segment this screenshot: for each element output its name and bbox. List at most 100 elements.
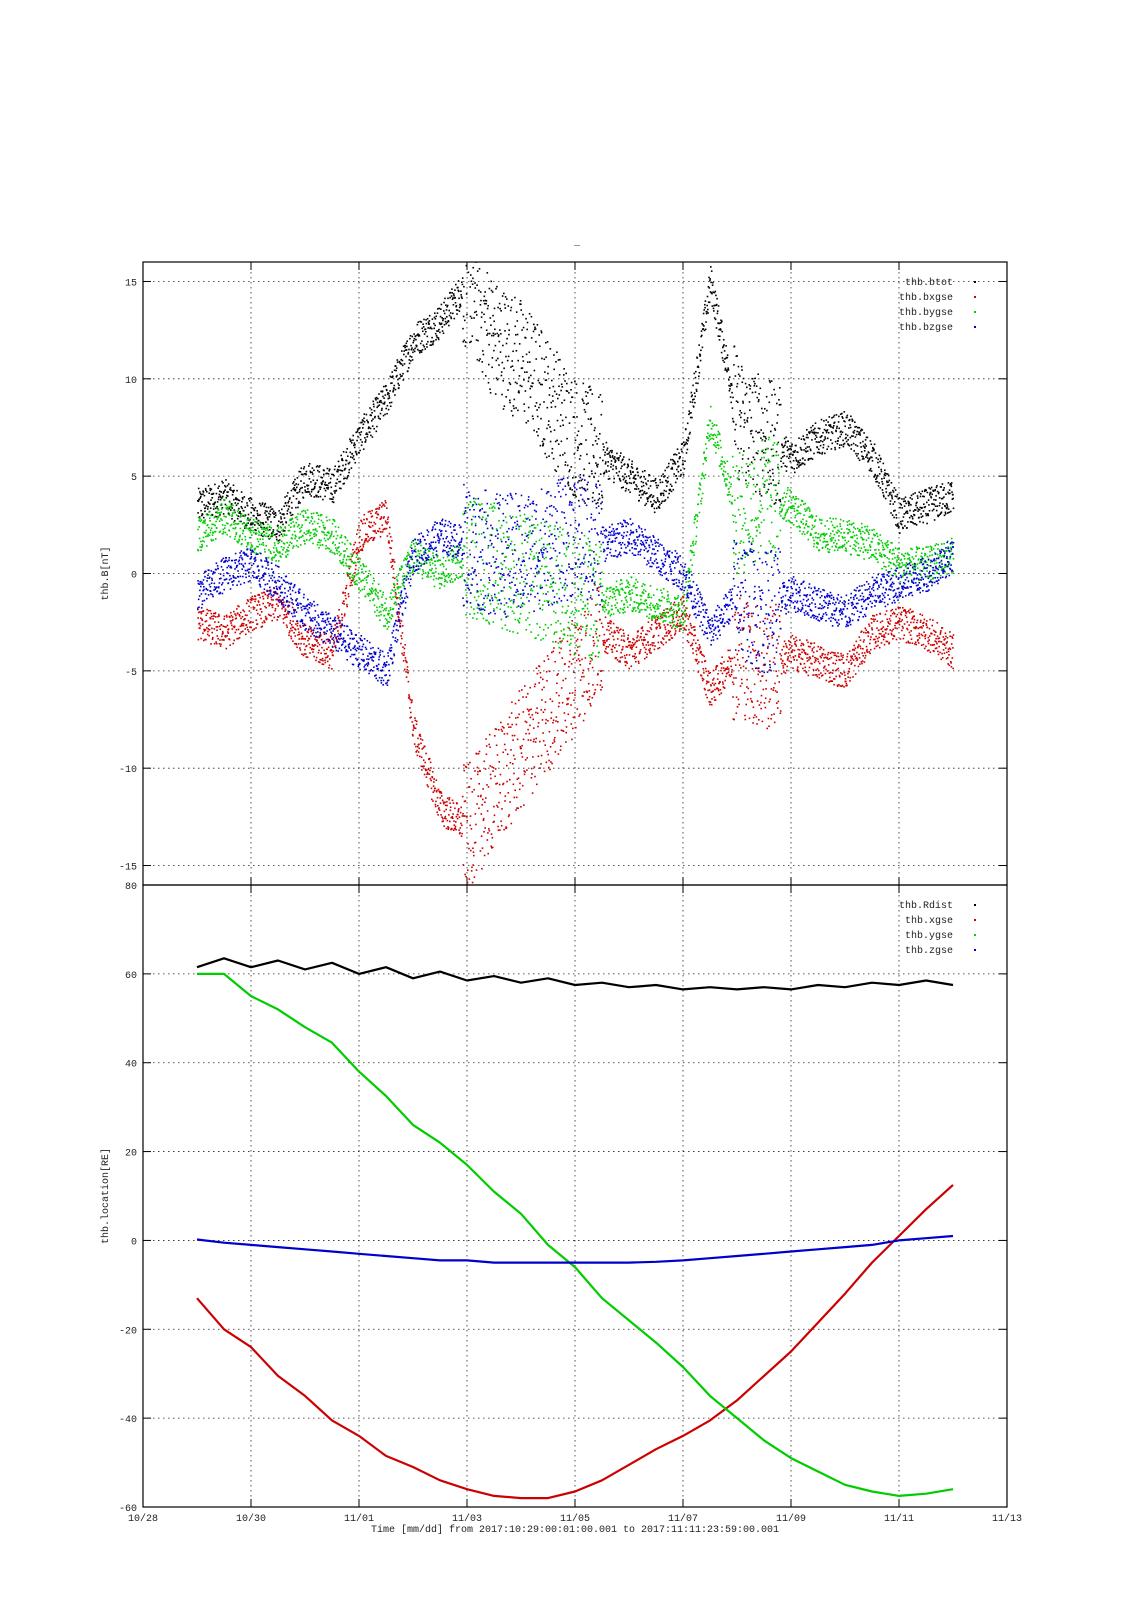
data-point xyxy=(511,723,513,726)
data-point xyxy=(533,328,536,331)
data-point xyxy=(221,639,223,641)
data-point xyxy=(674,633,676,636)
data-point xyxy=(275,533,277,536)
data-point xyxy=(446,315,448,318)
data-point xyxy=(572,658,574,660)
data-point xyxy=(465,235,467,237)
data-point xyxy=(917,508,920,511)
data-point xyxy=(869,638,872,641)
data-point xyxy=(602,626,604,628)
data-point xyxy=(850,656,853,659)
data-point xyxy=(747,605,749,607)
data-point xyxy=(514,702,517,705)
data-point xyxy=(309,646,312,649)
data-point xyxy=(571,489,573,491)
data-point xyxy=(700,349,702,352)
data-point xyxy=(332,473,334,476)
data-point xyxy=(207,628,210,630)
data-point xyxy=(496,285,498,288)
data-point xyxy=(219,495,222,497)
data-point xyxy=(710,691,713,693)
data-point xyxy=(443,817,446,819)
data-point xyxy=(611,449,613,452)
data-point xyxy=(304,624,307,627)
data-point xyxy=(244,527,246,529)
data-point xyxy=(626,662,628,665)
data-point xyxy=(503,405,506,408)
data-point xyxy=(744,661,747,663)
data-point xyxy=(738,414,741,416)
data-point xyxy=(558,385,560,388)
data-point xyxy=(698,353,701,356)
data-point xyxy=(870,470,873,472)
data-point xyxy=(299,471,302,473)
data-point xyxy=(533,727,535,729)
data-point xyxy=(419,738,422,740)
data-point xyxy=(211,514,214,516)
data-point xyxy=(204,507,207,509)
data-point xyxy=(363,541,366,544)
data-point xyxy=(735,423,737,426)
data-point xyxy=(727,649,729,652)
data-point xyxy=(562,679,564,682)
data-point xyxy=(201,501,203,503)
data-point xyxy=(285,624,288,627)
data-point xyxy=(322,642,324,644)
data-point xyxy=(656,619,659,621)
data-point xyxy=(668,631,671,634)
data-point xyxy=(254,600,256,603)
data-point xyxy=(342,591,345,594)
data-point xyxy=(561,402,563,404)
data-point xyxy=(263,505,265,508)
data-point xyxy=(726,370,728,373)
data-point xyxy=(614,646,616,649)
data-point xyxy=(684,460,686,462)
data-point xyxy=(909,608,912,611)
data-point xyxy=(269,510,271,512)
data-point xyxy=(618,660,620,663)
data-point xyxy=(198,516,201,518)
data-point xyxy=(246,626,249,629)
data-point xyxy=(511,701,513,704)
data-point xyxy=(573,624,576,627)
data-point xyxy=(679,628,681,630)
data-point xyxy=(294,489,297,492)
data-point xyxy=(854,664,856,667)
data-point xyxy=(200,493,203,496)
data-point xyxy=(278,596,280,599)
data-point xyxy=(257,519,260,522)
data-point xyxy=(711,292,713,295)
data-point xyxy=(322,480,324,482)
data-point xyxy=(331,493,333,496)
data-point xyxy=(327,655,329,657)
data-point xyxy=(899,520,902,523)
data-point xyxy=(585,632,587,634)
data-point xyxy=(574,439,577,441)
data-point xyxy=(602,641,605,644)
data-point xyxy=(841,431,844,434)
data-point xyxy=(461,824,463,827)
data-point xyxy=(862,655,864,657)
data-point xyxy=(627,465,630,467)
data-point xyxy=(832,662,834,664)
data-point xyxy=(832,669,834,672)
data-point xyxy=(594,472,597,475)
data-point xyxy=(599,618,601,621)
data-point xyxy=(210,488,213,490)
data-point xyxy=(906,621,909,623)
data-point xyxy=(812,668,815,671)
data-point xyxy=(705,682,708,685)
data-point xyxy=(206,508,209,510)
data-point xyxy=(216,501,219,503)
data-point xyxy=(493,814,496,817)
data-point xyxy=(218,613,220,616)
data-point xyxy=(278,510,280,512)
data-point xyxy=(625,479,627,482)
data-point xyxy=(312,479,315,482)
data-point xyxy=(530,739,532,742)
data-point xyxy=(414,727,417,730)
data-point xyxy=(262,535,264,538)
data-point xyxy=(360,520,363,523)
data-point xyxy=(605,469,607,472)
data-point xyxy=(758,399,760,401)
